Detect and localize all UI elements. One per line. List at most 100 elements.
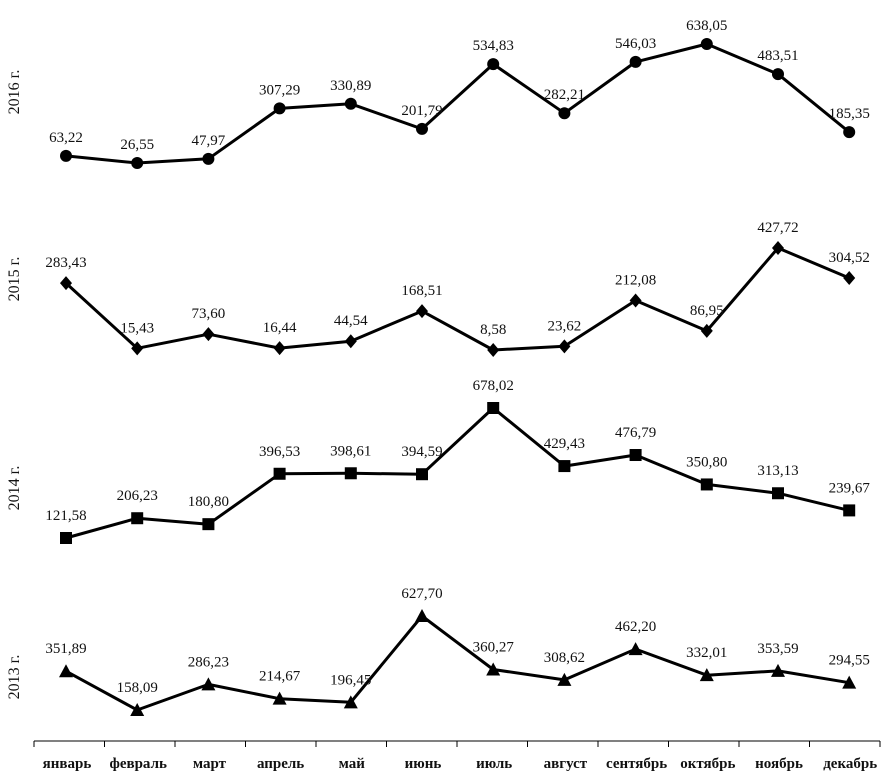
- x-tick-label: сентябрь: [606, 756, 667, 772]
- data-label: 429,43: [544, 436, 585, 452]
- chart-panels: 2016 г. 63,22 26,55 47,97 307,29 330,89 201,79…: [6, 18, 870, 716]
- data-point: [487, 58, 500, 71]
- data-point: [557, 672, 572, 686]
- data-label: 360,27: [473, 640, 515, 656]
- data-point: [201, 677, 216, 691]
- data-label: 353,59: [757, 641, 798, 657]
- data-point: [700, 323, 713, 338]
- data-label: 678,02: [473, 378, 514, 394]
- x-tick-label: декабрь: [823, 756, 877, 772]
- data-point: [558, 460, 571, 473]
- data-label: 330,89: [330, 78, 371, 94]
- x-tick-label: февраль: [109, 756, 167, 772]
- data-label: 308,62: [544, 650, 585, 666]
- x-tick-label: июнь: [405, 756, 442, 772]
- data-point: [344, 97, 357, 110]
- data-point: [343, 695, 358, 709]
- data-label: 294,55: [829, 653, 870, 669]
- data-label: 26,55: [120, 137, 154, 153]
- data-point: [772, 487, 784, 500]
- x-tick-label: август: [544, 756, 588, 772]
- data-label: 206,23: [117, 488, 158, 504]
- data-label: 15,43: [120, 320, 154, 336]
- data-point: [272, 691, 287, 705]
- data-point: [843, 504, 856, 517]
- data-label: 396,53: [259, 444, 300, 460]
- data-point: [202, 518, 215, 531]
- series-2014-г: 2014 г. 121,58 206,23 180,80 396,53 398,61 394…: [6, 378, 870, 544]
- data-point: [131, 512, 144, 525]
- data-label: 283,43: [45, 255, 86, 271]
- data-point: [558, 107, 571, 120]
- data-point: [60, 532, 72, 544]
- data-label: 307,29: [259, 82, 300, 98]
- data-point: [130, 703, 145, 716]
- data-label: 16,44: [263, 320, 297, 336]
- data-label: 350,80: [686, 454, 727, 470]
- data-point: [344, 467, 357, 480]
- data-label: 313,13: [757, 463, 798, 479]
- data-point: [628, 642, 643, 656]
- data-point: [344, 334, 357, 349]
- data-point: [415, 609, 429, 622]
- series-name-label: 2015 г.: [6, 257, 23, 302]
- data-label: 627,70: [401, 586, 442, 602]
- data-label: 304,52: [829, 250, 870, 266]
- data-point: [59, 664, 73, 678]
- data-label: 63,22: [49, 130, 83, 146]
- data-point: [699, 668, 714, 682]
- series-line: [64, 246, 850, 352]
- data-label: 86,95: [690, 303, 724, 319]
- data-label: 427,72: [757, 220, 798, 236]
- data-label: 44,54: [334, 313, 368, 329]
- data-label: 546,03: [615, 36, 656, 52]
- data-point: [131, 157, 144, 169]
- data-label: 476,79: [615, 425, 656, 441]
- series-name-label: 2013 г.: [6, 655, 23, 700]
- data-label: 332,01: [686, 645, 727, 661]
- data-point: [60, 149, 72, 162]
- data-point: [771, 663, 785, 677]
- data-point: [416, 468, 428, 481]
- data-point: [273, 102, 286, 115]
- data-label: 351,89: [45, 641, 86, 657]
- data-point: [60, 276, 72, 291]
- data-label: 8,58: [480, 322, 506, 338]
- data-label: 214,67: [259, 669, 301, 685]
- data-label: 185,35: [829, 106, 870, 122]
- data-label: 638,05: [686, 18, 727, 34]
- series-name-label: 2016 г.: [6, 70, 23, 115]
- x-axis: январь февраль март апрель май июнь июль август…: [33, 740, 881, 772]
- data-point: [629, 449, 642, 462]
- data-point: [700, 38, 713, 50]
- data-label: 462,20: [615, 619, 656, 635]
- x-tick-label: октябрь: [680, 756, 735, 772]
- data-label: 212,08: [615, 272, 656, 288]
- series-2013-г: 2013 г. 351,89 158,09 286,23 214,67 196,45 627…: [6, 586, 870, 716]
- data-label: 483,51: [757, 48, 798, 64]
- data-label: 239,67: [829, 480, 871, 496]
- data-label: 282,21: [544, 87, 585, 103]
- data-label: 121,58: [45, 508, 86, 524]
- x-tick-label: июль: [476, 756, 512, 772]
- data-label: 534,83: [473, 38, 514, 54]
- data-point: [629, 293, 642, 308]
- data-label: 47,97: [192, 133, 226, 149]
- data-label: 398,61: [330, 443, 371, 459]
- x-tick-label: ноябрь: [755, 756, 803, 772]
- data-label: 168,51: [401, 283, 442, 299]
- data-label: 196,45: [330, 672, 371, 688]
- data-point: [842, 675, 857, 689]
- data-point: [772, 241, 784, 255]
- data-point: [558, 339, 571, 354]
- data-point: [202, 327, 215, 342]
- x-tick-label: апрель: [257, 756, 304, 772]
- data-point: [843, 126, 856, 139]
- data-point: [487, 343, 500, 357]
- data-point: [416, 122, 428, 135]
- series-2015-г: 2015 г. 283,43 15,43 73,60 16,44 44,54 168,51 8…: [6, 220, 870, 357]
- data-label: 23,62: [548, 318, 582, 334]
- data-label: 180,80: [188, 494, 229, 510]
- data-label: 158,09: [117, 680, 158, 696]
